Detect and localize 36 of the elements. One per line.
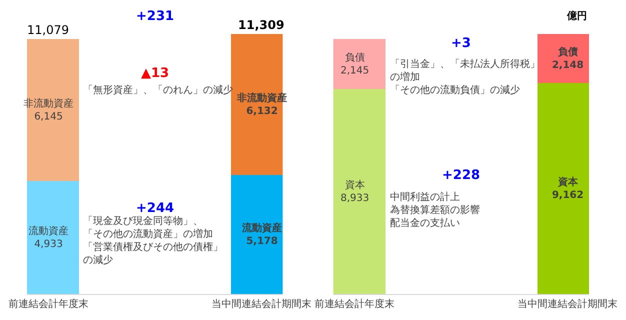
annotation: ▲13 [141, 66, 170, 81]
annotation: 「その他の流動資産」の増加 [83, 228, 213, 240]
x-tick-label: 前連結会計年度末 [314, 298, 395, 310]
x-tick-label: 当中間連結会計期間末 [211, 298, 312, 310]
annotation: 為替換算差額の影響 [390, 204, 480, 216]
annotation: +244 [136, 201, 174, 216]
annotation: の増加 [390, 71, 420, 83]
data-label: 2,145 [340, 66, 370, 76]
annotation: +228 [442, 168, 480, 183]
data-label: 8,933 [340, 193, 370, 204]
annotation: +3 [451, 36, 471, 51]
data-label: 4,933 [34, 239, 63, 250]
data-label: 5,178 [246, 236, 278, 247]
series-label: 資本 [556, 176, 579, 188]
text: 億円 [566, 10, 587, 22]
text: 負債 [344, 52, 365, 64]
annotation: の減少 [83, 254, 113, 266]
annotation: 「その他の流動負債」の減少 [390, 84, 520, 96]
x-tick-label: 当中間連結会計期間末 [518, 298, 618, 310]
text: 資本 [344, 180, 365, 191]
data-label: 6,132 [246, 106, 278, 117]
data-label: 6,145 [34, 112, 63, 122]
total-label: 11,309 [238, 18, 284, 32]
annotation: 「引当金」、「未払法人所得税」 [390, 58, 540, 70]
annotation: 「現金及び現金同等物」、 [83, 215, 203, 227]
total-label: 11,079 [27, 23, 69, 37]
series-label: 流動資産 [241, 222, 282, 234]
data-label: 2,148 [552, 60, 584, 71]
series-label: 負債 [558, 46, 578, 58]
text: 流動資産 [28, 226, 68, 237]
x-tick-label: 前連結会計年度末 [8, 298, 88, 310]
annotation: 配当金の支払い [390, 217, 460, 229]
text: +231 [136, 9, 174, 24]
annotation: 中間利益の計上 [390, 191, 460, 203]
data-label: 9,162 [552, 190, 584, 201]
annotation: 「営業債権及びその他の債権」 [83, 241, 223, 253]
